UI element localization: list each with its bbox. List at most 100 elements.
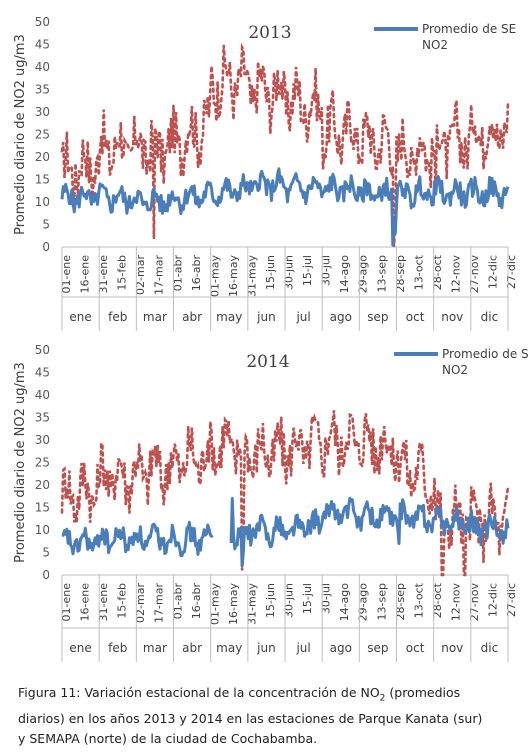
month-label: feb <box>108 641 127 655</box>
month-label: feb <box>108 310 127 324</box>
x-tick-label: 13-sep <box>375 583 388 620</box>
x-tick-label: 17-mar <box>153 583 166 623</box>
y-tick-label: 45 <box>35 366 50 380</box>
y-tick-label: 15 <box>35 501 50 515</box>
x-tick-label: 27-dic <box>505 583 518 617</box>
chart-title: 2013 <box>248 23 291 43</box>
month-label: dic <box>481 310 499 324</box>
x-tick-label: 01-may <box>208 583 221 625</box>
month-label: dic <box>481 641 499 655</box>
x-tick-label: 13-oct <box>412 254 425 290</box>
series-line-red <box>60 410 510 577</box>
x-tick-label: 01-may <box>208 255 221 297</box>
legend-label: Promedio de SE <box>442 347 529 361</box>
x-tick-label: 17-mar <box>153 255 166 295</box>
x-tick-label: 30-jun <box>283 583 296 618</box>
x-tick-label: 31-ene <box>97 255 110 294</box>
x-tick-label: 16-abr <box>190 583 203 620</box>
chart-2013: 0 5 10 15 20 25 30 35 40 45 50 Promedio diario de N… <box>13 15 518 331</box>
x-tick-label: 13-oct <box>412 582 425 618</box>
x-tick-label: 30-jul <box>320 255 333 286</box>
month-label: sep <box>367 310 388 324</box>
y-tick-label: 0 <box>42 240 50 254</box>
y-tick-label: 25 <box>35 456 50 470</box>
x-tick-label: 01-abr <box>171 255 184 292</box>
y-tick-label: 5 <box>42 546 50 560</box>
x-tick-label: 16-ene <box>79 255 92 294</box>
x-tick-label: 13-sep <box>375 255 388 292</box>
month-label: oct <box>406 641 425 655</box>
caption-line-3: y SEMAPA (norte) de la ciudad de Cochaba… <box>18 730 318 746</box>
x-tick-label: 12-nov <box>449 255 462 294</box>
caption-line-1a: Figura 11: Variación estacional de la co… <box>18 685 380 700</box>
x-tick-label: 31-may <box>245 255 258 297</box>
x-tick-label: 16-may <box>227 255 240 297</box>
month-label: jun <box>256 310 276 324</box>
x-tick-label: 27-nov <box>468 583 481 622</box>
x-tick-label: 02-mar <box>134 255 147 295</box>
caption-subscript: 2 <box>379 693 386 704</box>
x-tick-label: 30-jun <box>283 255 296 290</box>
x-tick-label: 29-ago <box>357 583 370 622</box>
x-tick-label: 14-ago <box>338 255 351 294</box>
month-label: mar <box>143 641 167 655</box>
month-label: oct <box>406 310 425 324</box>
x-tick-label: 28-oct <box>431 254 444 290</box>
x-tick-label: 15-feb <box>116 255 129 291</box>
month-label: ago <box>330 310 352 324</box>
y-tick-label: 35 <box>35 411 50 425</box>
legend-label: Promedio de SE <box>422 22 516 36</box>
x-tick-label: 01-abr <box>171 583 184 620</box>
x-tick-label: 29-ago <box>357 255 370 294</box>
caption-line-1b: (promedios <box>385 685 461 700</box>
x-tick-label: 28-sep <box>394 255 407 292</box>
figure-caption: Figura 11: Variación estacional de la co… <box>18 683 518 749</box>
x-tick-label: 12-dic <box>487 583 500 617</box>
month-label: ene <box>69 310 91 324</box>
x-tick-label: 16-abr <box>190 255 203 292</box>
x-tick-label: 28-oct <box>431 582 444 618</box>
x-tick-label: 15-jul <box>301 583 314 614</box>
x-tick-label: 02-mar <box>134 583 147 623</box>
month-label: nov <box>441 641 463 655</box>
x-tick-label: 15-jun <box>264 255 277 290</box>
series-line-red <box>60 42 510 248</box>
chart-2014: 0 5 10 15 20 25 30 35 40 45 50 Promedio diario de N… <box>13 343 529 662</box>
y-tick-label: 30 <box>35 433 50 447</box>
x-tick-label: 14-ago <box>338 583 351 622</box>
x-tick-label: 31-may <box>245 583 258 625</box>
y-tick-label: 45 <box>35 38 50 52</box>
month-label: may <box>216 641 242 655</box>
legend-label-line2: NO2 <box>422 38 448 52</box>
y-tick-label: 10 <box>35 195 50 209</box>
month-label: jul <box>295 310 310 324</box>
y-tick-label: 40 <box>35 60 50 74</box>
month-label: sep <box>367 641 388 655</box>
x-tick-label: 15-jun <box>264 583 277 618</box>
y-tick-label: 10 <box>35 523 50 537</box>
x-tick-label: 16-ene <box>79 583 92 622</box>
x-tick-label: 30-jul <box>320 583 333 614</box>
month-label: ene <box>69 641 91 655</box>
month-label: jun <box>256 641 276 655</box>
x-tick-label: 15-feb <box>116 583 129 619</box>
y-tick-label: 40 <box>35 388 50 402</box>
chart-title: 2014 <box>246 352 289 372</box>
month-label: abr <box>182 310 202 324</box>
y-tick-label: 50 <box>35 343 50 357</box>
x-tick-label: 12-nov <box>449 583 462 622</box>
series-line-blue <box>60 167 510 247</box>
y-axis-label: Promedio diario de NO2 ug/m3 <box>13 34 28 235</box>
month-label: ago <box>330 641 352 655</box>
y-tick-label: 35 <box>35 83 50 97</box>
y-tick-label: 15 <box>35 173 50 187</box>
caption-line-2: diarios) en los años 2013 y 2014 en las … <box>18 710 483 726</box>
x-tick-label: 15-jul <box>301 255 314 286</box>
x-tick-label: 27-dic <box>505 255 518 289</box>
y-tick-label: 20 <box>35 150 50 164</box>
series-line-blue <box>61 496 510 568</box>
x-tick-label: 16-may <box>227 583 240 625</box>
x-tick-label: 31-ene <box>97 583 110 622</box>
y-tick-label: 50 <box>35 15 50 29</box>
legend-label-line2: NO2 <box>442 363 468 377</box>
